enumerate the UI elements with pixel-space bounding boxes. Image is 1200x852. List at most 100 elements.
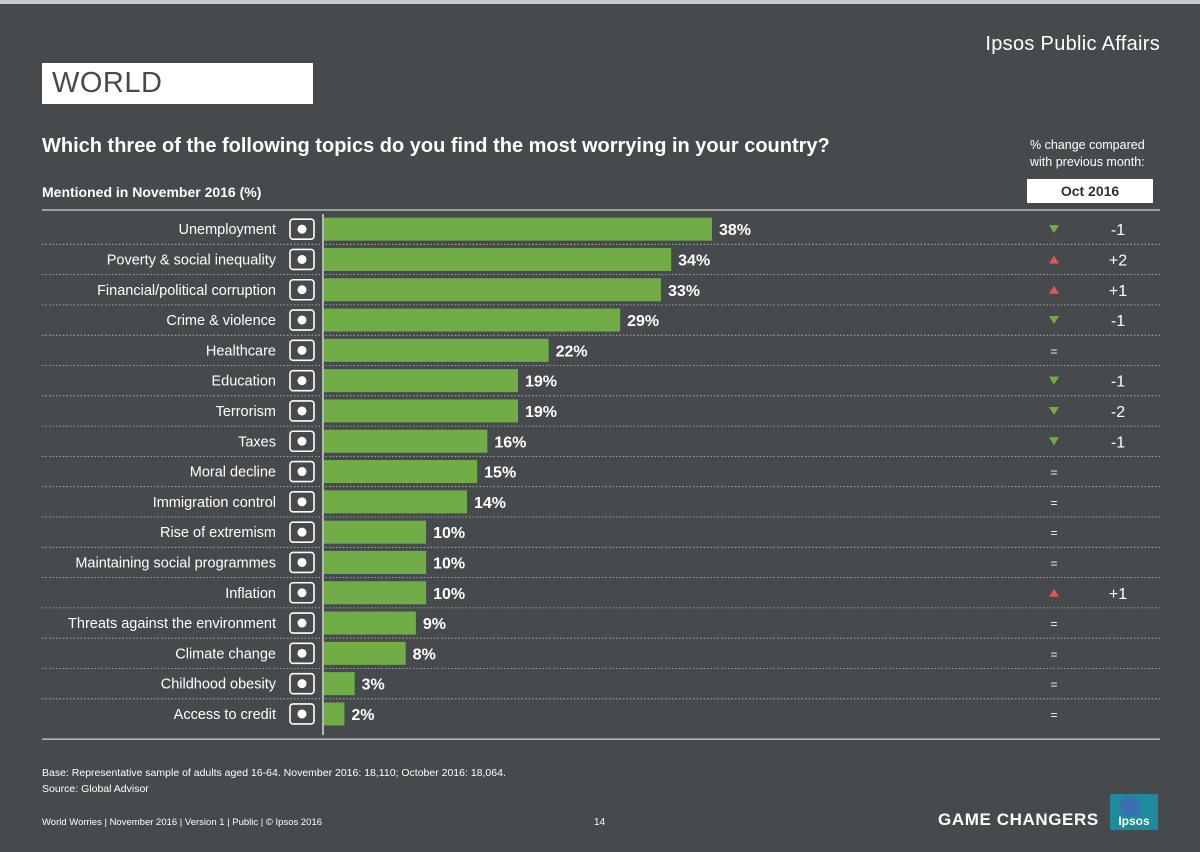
category-label: Rise of extremism: [160, 525, 276, 541]
value-label: 3%: [362, 677, 385, 694]
inflation-icon: [289, 581, 315, 604]
value-label: 22%: [556, 343, 588, 360]
bar: [324, 520, 427, 544]
bar: [324, 702, 345, 726]
change-value: -2: [1111, 404, 1125, 421]
corruption-icon: [289, 278, 315, 301]
obesity-icon: [289, 672, 315, 695]
change-value: -1: [1111, 222, 1125, 239]
bar: [324, 247, 672, 271]
category-label: Threats against the environment: [68, 616, 276, 632]
category-label: Taxes: [238, 434, 276, 450]
up-arrow-icon: [1049, 588, 1059, 597]
change-value: -1: [1111, 313, 1125, 330]
taxes-icon: [289, 430, 315, 453]
extremism-icon: [289, 521, 315, 543]
value-label: 10%: [433, 586, 465, 603]
category-label: Childhood obesity: [161, 677, 277, 693]
bar: [324, 399, 518, 423]
value-label: 14%: [474, 495, 506, 512]
base-note: Base: Representative sample of adults ag…: [42, 767, 506, 779]
page-title-box: WORLD WORRIES: [42, 63, 313, 140]
bar: [324, 369, 518, 393]
change-value: =: [1050, 617, 1057, 631]
environment-icon: [289, 612, 315, 634]
bar: [324, 490, 467, 514]
survey-question: Which three of the following topics do y…: [42, 135, 830, 157]
up-arrow-icon: [1049, 285, 1059, 294]
bar: [324, 581, 427, 605]
change-value: +1: [1109, 283, 1127, 300]
category-label: Moral decline: [190, 465, 276, 481]
social-programmes-icon: [289, 551, 315, 574]
crime-icon: [289, 309, 315, 331]
change-value: +2: [1109, 252, 1127, 269]
category-label: Climate change: [175, 646, 276, 662]
value-label: 29%: [627, 313, 659, 330]
value-label: 8%: [413, 646, 436, 663]
page-title: WORLD WORRIES: [52, 67, 195, 140]
change-note: % change compared with previous month:: [1030, 138, 1145, 169]
down-arrow-icon: [1049, 225, 1059, 234]
down-arrow-icon: [1049, 376, 1059, 385]
value-label: 16%: [494, 434, 526, 451]
education-icon: [289, 369, 315, 392]
bar: [324, 611, 416, 635]
chart-subhead: Mentioned in November 2016 (%): [42, 184, 262, 200]
brand-name: Ipsos Public Affairs: [985, 33, 1160, 55]
change-value: =: [1050, 344, 1057, 358]
value-label: 19%: [525, 374, 557, 391]
bar: [324, 278, 661, 302]
value-label: 10%: [433, 555, 465, 572]
healthcare-icon: [289, 339, 315, 362]
change-value: =: [1050, 466, 1057, 480]
bar: [324, 217, 712, 241]
category-label: Inflation: [225, 586, 276, 602]
value-label: 10%: [433, 525, 465, 542]
value-label: 34%: [678, 252, 710, 269]
value-label: 38%: [719, 222, 751, 239]
source-note: Source: Global Advisor: [42, 783, 149, 795]
footer-text: World Worries | November 2016 | Version …: [42, 817, 323, 828]
value-label: 15%: [484, 465, 516, 482]
value-label: 2%: [351, 707, 374, 724]
tagline: GAME CHANGERS: [938, 810, 1099, 829]
terrorism-icon: [289, 400, 315, 422]
category-label: Poverty & social inequality: [107, 252, 277, 268]
category-label: Terrorism: [216, 404, 276, 420]
change-value: =: [1050, 708, 1057, 722]
bar: [324, 429, 488, 453]
unemployment-icon: [289, 218, 315, 240]
comparison-month: Oct 2016: [1027, 179, 1153, 203]
change-value: =: [1050, 678, 1057, 692]
moral-decline-icon: [289, 460, 315, 483]
top-rule: [0, 0, 1200, 4]
climate-icon: [289, 642, 315, 665]
credit-icon: [289, 703, 315, 725]
bar: [324, 641, 406, 665]
bar: [324, 460, 478, 484]
value-label: 9%: [423, 616, 446, 633]
change-value: =: [1050, 496, 1057, 510]
category-label: Maintaining social programmes: [75, 555, 276, 571]
change-value: =: [1050, 647, 1057, 661]
bar: [324, 338, 549, 362]
change-value: +1: [1109, 586, 1127, 603]
category-label: Education: [212, 374, 277, 390]
poverty-icon: [289, 248, 315, 271]
category-label: Crime & violence: [166, 313, 276, 329]
category-label: Financial/political corruption: [97, 283, 276, 299]
bar: [324, 672, 355, 696]
category-label: Healthcare: [206, 343, 276, 359]
category-label: Immigration control: [153, 495, 276, 511]
category-label: Unemployment: [178, 222, 276, 238]
bar: [324, 550, 427, 574]
change-value: -1: [1111, 374, 1125, 391]
up-arrow-icon: [1049, 255, 1059, 264]
down-arrow-icon: [1049, 406, 1059, 415]
logo-text: Ipsos: [1118, 814, 1150, 828]
bar: [324, 308, 621, 332]
down-arrow-icon: [1049, 316, 1059, 325]
ipsos-logo: Ipsos: [1110, 794, 1158, 830]
